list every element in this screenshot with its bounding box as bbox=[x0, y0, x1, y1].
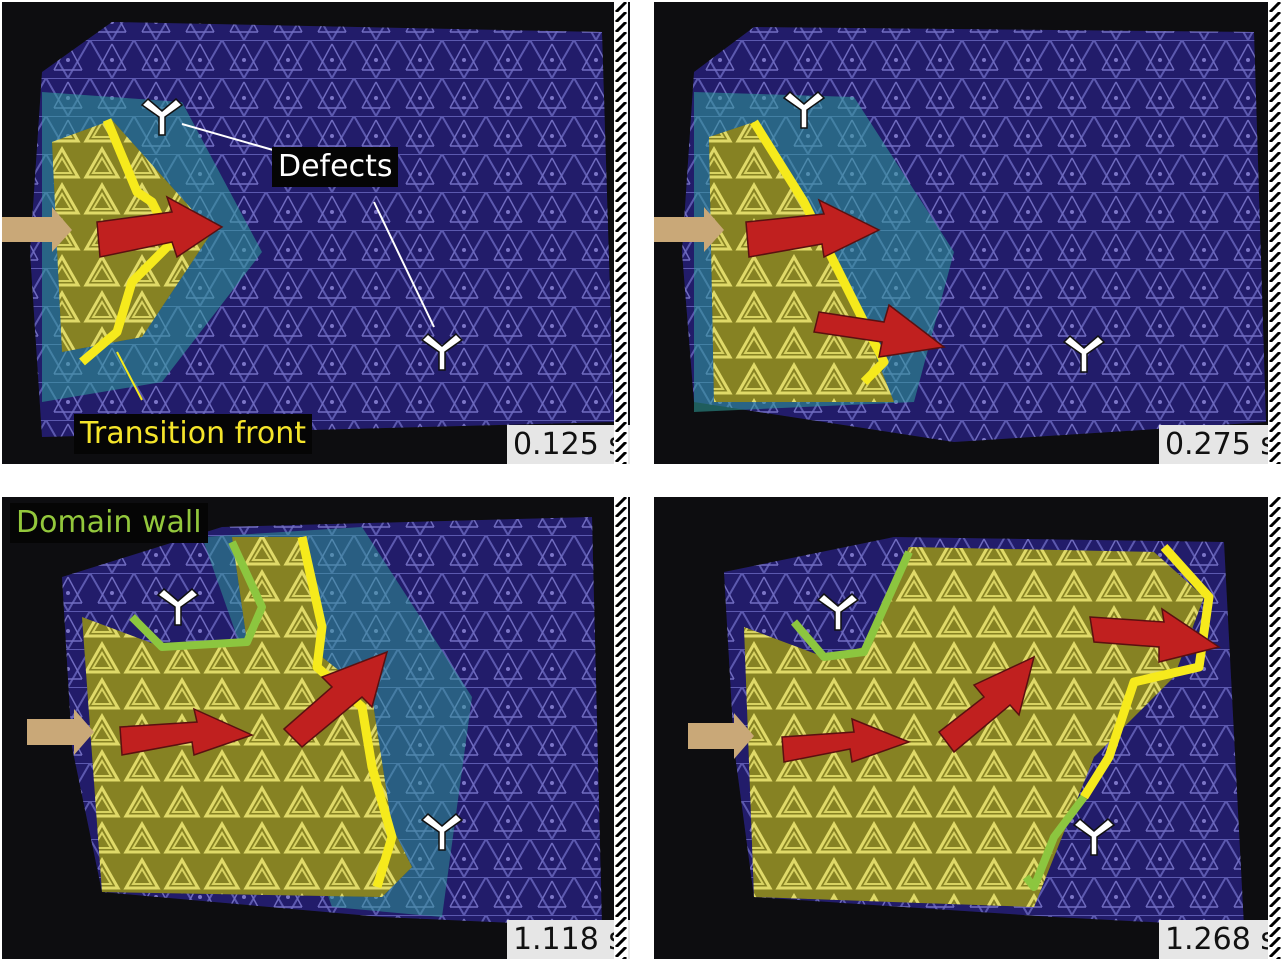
panel-2: 0.275 s bbox=[654, 2, 1282, 464]
domain-wall-line bbox=[129, 540, 266, 651]
transition-front-line bbox=[297, 536, 397, 889]
defect-icon bbox=[1072, 817, 1116, 856]
flow-arrow bbox=[119, 707, 255, 757]
clamp-hatch bbox=[1268, 2, 1282, 464]
timestamp-label: 0.275 s bbox=[1158, 425, 1282, 464]
domain-wall-line bbox=[790, 550, 913, 661]
defect-icon bbox=[420, 332, 464, 371]
flow-arrow bbox=[813, 303, 946, 358]
clamp-hatch bbox=[1268, 497, 1282, 959]
pointer-line bbox=[181, 123, 281, 153]
flow-arrow bbox=[745, 198, 881, 259]
clamp-hatch bbox=[614, 497, 628, 959]
defects-label: Defects bbox=[272, 147, 399, 187]
lattice-image-4 bbox=[654, 497, 1282, 959]
timestamp-label: 1.268 s bbox=[1158, 920, 1282, 959]
timestamp-label: 1.118 s bbox=[506, 920, 630, 959]
defect-icon bbox=[1062, 334, 1106, 373]
defect-icon bbox=[816, 592, 860, 631]
flow-arrow bbox=[96, 195, 224, 259]
domain-wall-line bbox=[1022, 794, 1088, 891]
push-arrow-icon bbox=[2, 207, 72, 252]
clamp-hatch bbox=[614, 2, 628, 464]
defect-icon bbox=[782, 90, 826, 129]
flow-arrow bbox=[1089, 607, 1221, 663]
flow-arrow bbox=[937, 655, 1036, 754]
transition-front-line bbox=[1080, 543, 1214, 800]
domain-wall-label: Domain wall bbox=[10, 503, 208, 543]
defect-icon bbox=[420, 812, 464, 851]
defect-icon bbox=[156, 587, 200, 626]
push-arrow-icon bbox=[654, 207, 724, 252]
flow-arrow bbox=[781, 717, 912, 764]
lattice-image-1 bbox=[2, 2, 630, 464]
lattice-image-2 bbox=[654, 2, 1282, 464]
panel-1: Defects Transition front 0.125 s bbox=[2, 2, 630, 464]
defect-icon bbox=[140, 97, 184, 136]
push-arrow-icon bbox=[27, 709, 94, 755]
lattice-image-3 bbox=[2, 497, 630, 959]
flow-arrow bbox=[282, 650, 389, 749]
push-arrow-icon bbox=[688, 713, 754, 759]
timestamp-label: 0.125 s bbox=[506, 425, 630, 464]
panel-4: 1.268 s bbox=[654, 497, 1282, 959]
transition-front-label: Transition front bbox=[74, 414, 312, 454]
panel-3: Domain wall 1.118 s bbox=[2, 497, 630, 959]
pointer-line bbox=[373, 201, 435, 328]
